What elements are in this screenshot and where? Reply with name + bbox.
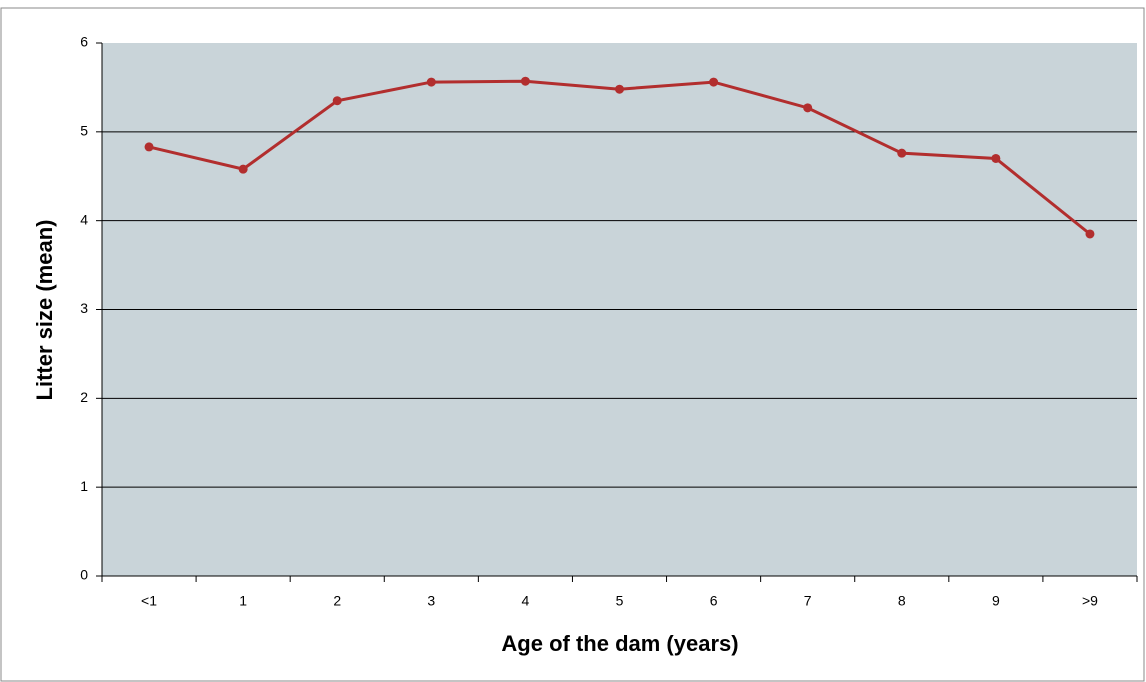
data-point — [897, 148, 907, 158]
data-point — [144, 142, 154, 152]
x-tick-label: 7 — [804, 593, 812, 609]
y-tick-label: 5 — [80, 123, 88, 139]
data-point — [520, 76, 530, 86]
x-tick-label: 2 — [333, 593, 341, 609]
data-point — [426, 77, 436, 87]
y-tick-label: 4 — [80, 211, 88, 227]
x-tick-label: >9 — [1082, 593, 1098, 609]
x-tick-label: 9 — [992, 593, 1000, 609]
y-tick-label: 1 — [80, 478, 88, 494]
data-point — [332, 96, 342, 106]
data-point — [803, 103, 813, 113]
data-point — [238, 164, 248, 174]
y-tick-label: 2 — [80, 389, 88, 405]
x-tick-label: <1 — [141, 593, 157, 609]
x-tick-label: 4 — [522, 593, 530, 609]
data-point — [615, 84, 624, 94]
x-tick-label: 1 — [239, 593, 247, 609]
data-point — [991, 153, 1001, 163]
y-tick-label: 3 — [80, 300, 88, 316]
x-tick-label: 6 — [710, 593, 718, 609]
y-tick-label: 6 — [80, 34, 88, 50]
x-tick-label: 3 — [427, 593, 435, 609]
y-tick-label: 0 — [80, 567, 88, 583]
x-tick-label: 5 — [616, 593, 624, 609]
y-axis-title: Litter size (mean) — [32, 220, 57, 401]
x-tick-label: 8 — [898, 593, 906, 609]
data-point — [1085, 229, 1095, 239]
data-point — [709, 77, 719, 87]
x-axis-title: Age of the dam (years) — [501, 631, 738, 656]
